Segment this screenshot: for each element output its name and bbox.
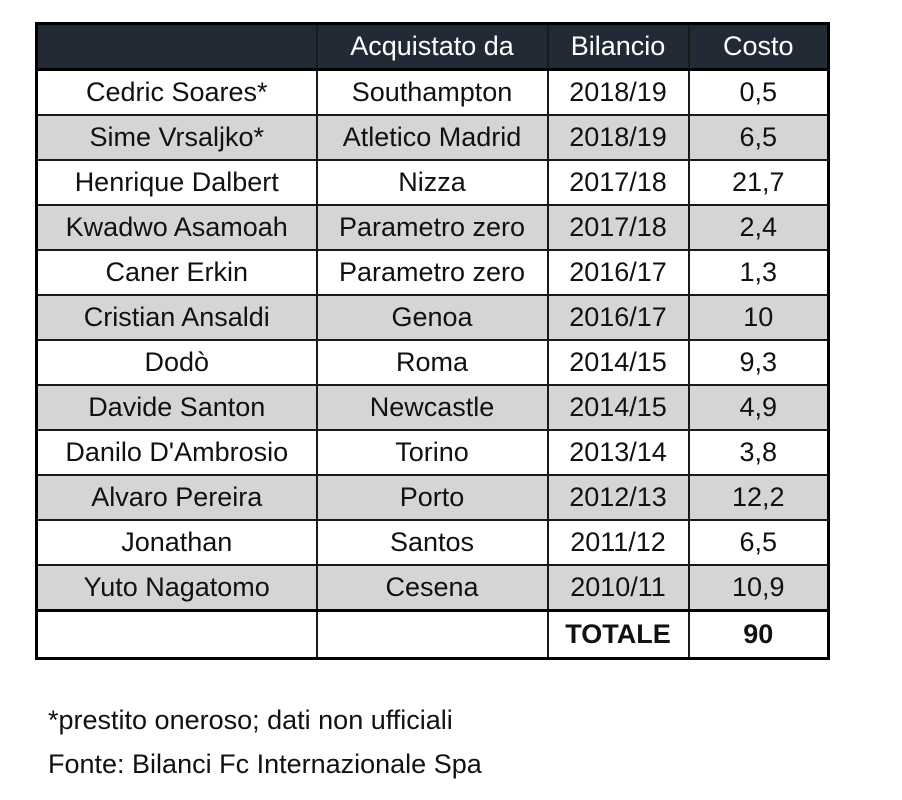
season-cell: 2010/11 <box>546 564 690 612</box>
acquired-from-cell: Cesena <box>315 564 549 612</box>
cost-cell: 1,3 <box>687 249 830 296</box>
acquired-from-cell: Genoa <box>315 294 549 341</box>
player-cell: Sime Vrsaljko* <box>35 114 318 161</box>
season-cell: 2016/17 <box>546 294 690 341</box>
cost-cell: 21,7 <box>687 159 830 206</box>
acquired-from-cell: Atletico Madrid <box>315 114 549 161</box>
cost-cell: 10,9 <box>687 564 830 612</box>
table-row: Alvaro Pereira Porto 2012/13 12,2 <box>35 474 830 521</box>
season-cell: 2018/19 <box>546 114 690 161</box>
cost-cell: 10 <box>687 294 830 341</box>
table-header: Acquistato da Bilancio Costo <box>35 22 830 71</box>
cost-cell: 6,5 <box>687 114 830 161</box>
season-cell: 2014/15 <box>546 384 690 431</box>
acquired-from-cell: Santos <box>315 519 549 566</box>
acquired-from-cell: Newcastle <box>315 384 549 431</box>
table-row: Henrique Dalbert Nizza 2017/18 21,7 <box>35 159 830 206</box>
header-cost: Costo <box>687 22 830 71</box>
table-row: Cedric Soares* Southampton 2018/19 0,5 <box>35 68 830 116</box>
total-empty-cell <box>35 609 318 660</box>
acquired-from-cell: Porto <box>315 474 549 521</box>
season-cell: 2016/17 <box>546 249 690 296</box>
table-row: Dodò Roma 2014/15 9,3 <box>35 339 830 386</box>
header-acquired-from: Acquistato da <box>315 22 549 71</box>
acquired-from-cell: Southampton <box>315 68 549 116</box>
player-cell: Cedric Soares* <box>35 68 318 116</box>
total-value-cell: 90 <box>687 609 830 660</box>
table-row: Davide Santon Newcastle 2014/15 4,9 <box>35 384 830 431</box>
total-empty-cell <box>315 609 549 660</box>
cost-cell: 6,5 <box>687 519 830 566</box>
cost-cell: 9,3 <box>687 339 830 386</box>
cost-cell: 0,5 <box>687 68 830 116</box>
player-cell: Cristian Ansaldi <box>35 294 318 341</box>
footnote-source: Fonte: Bilanci Fc Internazionale Spa <box>48 749 482 779</box>
acquired-from-cell: Nizza <box>315 159 549 206</box>
season-cell: 2012/13 <box>546 474 690 521</box>
transfers-table: Acquistato da Bilancio Costo Cedric Soar… <box>35 22 830 660</box>
player-cell: Dodò <box>35 339 318 386</box>
table-row: Caner Erkin Parametro zero 2016/17 1,3 <box>35 249 830 296</box>
player-cell: Henrique Dalbert <box>35 159 318 206</box>
table-row: Danilo D'Ambrosio Torino 2013/14 3,8 <box>35 429 830 476</box>
season-cell: 2013/14 <box>546 429 690 476</box>
total-row: TOTALE 90 <box>35 609 830 660</box>
player-cell: Davide Santon <box>35 384 318 431</box>
player-cell: Jonathan <box>35 519 318 566</box>
cost-cell: 12,2 <box>687 474 830 521</box>
acquired-from-cell: Parametro zero <box>315 249 549 296</box>
table-body: Cedric Soares* Southampton 2018/19 0,5 S… <box>35 68 830 660</box>
season-cell: 2017/18 <box>546 204 690 251</box>
header-season: Bilancio <box>546 22 690 71</box>
player-cell: Alvaro Pereira <box>35 474 318 521</box>
acquired-from-cell: Parametro zero <box>315 204 549 251</box>
total-label-cell: TOTALE <box>546 609 690 660</box>
footnote-loan-note: *prestito oneroso; dati non ufficiali <box>48 705 453 735</box>
table-row: Jonathan Santos 2011/12 6,5 <box>35 519 830 566</box>
acquired-from-cell: Torino <box>315 429 549 476</box>
season-cell: 2018/19 <box>546 68 690 116</box>
table-row: Kwadwo Asamoah Parametro zero 2017/18 2,… <box>35 204 830 251</box>
season-cell: 2011/12 <box>546 519 690 566</box>
player-cell: Yuto Nagatomo <box>35 564 318 612</box>
player-cell: Danilo D'Ambrosio <box>35 429 318 476</box>
cost-cell: 2,4 <box>687 204 830 251</box>
acquired-from-cell: Roma <box>315 339 549 386</box>
season-cell: 2017/18 <box>546 159 690 206</box>
header-row: Acquistato da Bilancio Costo <box>35 22 830 71</box>
player-cell: Caner Erkin <box>35 249 318 296</box>
header-player <box>35 22 318 71</box>
footnotes: *prestito oneroso; dati non ufficiali Fo… <box>48 698 482 786</box>
cost-cell: 4,9 <box>687 384 830 431</box>
table-row: Yuto Nagatomo Cesena 2010/11 10,9 <box>35 564 830 612</box>
cost-cell: 3,8 <box>687 429 830 476</box>
season-cell: 2014/15 <box>546 339 690 386</box>
player-cell: Kwadwo Asamoah <box>35 204 318 251</box>
table-row: Cristian Ansaldi Genoa 2016/17 10 <box>35 294 830 341</box>
table-row: Sime Vrsaljko* Atletico Madrid 2018/19 6… <box>35 114 830 161</box>
